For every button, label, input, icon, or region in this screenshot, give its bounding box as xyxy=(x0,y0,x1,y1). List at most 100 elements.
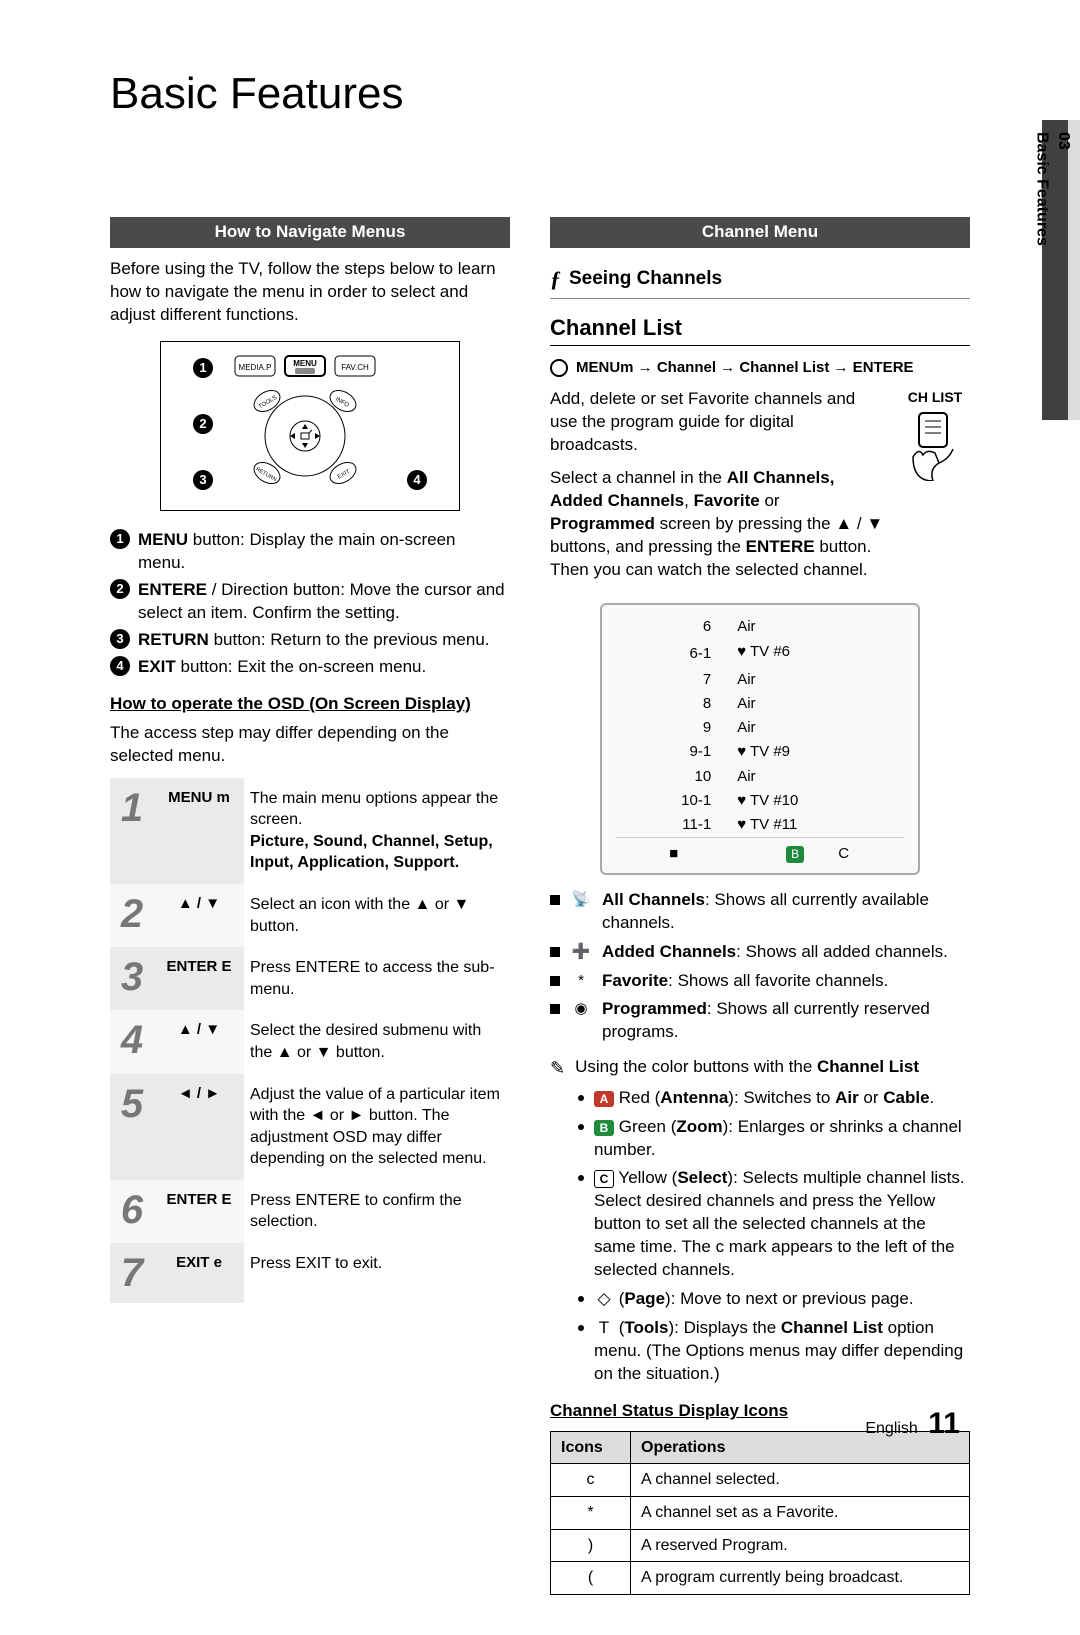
ch-num: 6 xyxy=(616,615,731,639)
diagram-num-1: 1 xyxy=(193,358,213,378)
icons-th-a: Icons xyxy=(551,1431,631,1464)
ch-num: 10 xyxy=(616,765,731,789)
ch-num: 9 xyxy=(616,716,731,740)
osd-step-desc: Press ENTERE to confirm the selection. xyxy=(244,1180,510,1243)
ch-name: ♥ TV #11 xyxy=(731,813,904,838)
osd-heading: How to operate the OSD (On Screen Displa… xyxy=(110,693,510,716)
diagram-num-3: 3 xyxy=(193,470,213,490)
view-text: Favorite: Shows all favorite channels. xyxy=(602,970,970,993)
ch-name: ♥ TV #9 xyxy=(731,740,904,764)
channel-desc-2: Select a channel in the All Channels, Ad… xyxy=(550,467,886,582)
ch-name: Air xyxy=(731,716,904,740)
bullet-dot xyxy=(578,1095,584,1101)
color-btn-text: C Yellow (Select): Selects multiple chan… xyxy=(594,1167,970,1282)
page-title: Basic Features xyxy=(0,0,1080,123)
view-icon: ➕ xyxy=(570,942,592,962)
channel-table-preview: 6Air6-1♥ TV #67Air8Air9Air9-1♥ TV #910Ai… xyxy=(600,603,920,874)
view-icon: 📡 xyxy=(570,890,592,910)
op-cell: A channel set as a Favorite. xyxy=(631,1497,970,1530)
op-cell: A reserved Program. xyxy=(631,1529,970,1562)
menu-path: MENUm → Channel → Channel List → ENTERE xyxy=(550,358,970,378)
note-icon: ✎ xyxy=(550,1056,565,1080)
ch-name: Air xyxy=(731,692,904,716)
icon-cell: c xyxy=(551,1464,631,1497)
bullet-icon xyxy=(550,976,560,986)
view-icon: * xyxy=(570,971,592,991)
svg-text:MEDIA.P: MEDIA.P xyxy=(239,363,272,372)
view-text: Programmed: Shows all currently reserved… xyxy=(602,998,970,1044)
view-icon: ◉ xyxy=(570,999,592,1019)
op-cell: A channel selected. xyxy=(631,1464,970,1497)
status-icons-table: Icons Operations cA channel selected.*A … xyxy=(550,1431,970,1595)
osd-step-key: ▲ / ▼ xyxy=(154,1010,244,1073)
osd-step-desc: Press EXIT to exit. xyxy=(244,1243,510,1303)
op-cell: A program currently being broadcast. xyxy=(631,1562,970,1595)
numbered-item: 1MENU button: Display the main on-screen… xyxy=(110,529,510,575)
color-btn-text: A Red (Antenna): Switches to Air or Cabl… xyxy=(594,1087,934,1110)
icon-cell: * xyxy=(551,1497,631,1530)
chlist-button-icon: CH LIST xyxy=(900,388,970,481)
osd-step-num: 3 xyxy=(110,947,154,1010)
remote-diagram: 1 2 3 4 MEDIA.P MENU FAV.CH TOOLS xyxy=(160,341,460,511)
remote-svg: MEDIA.P MENU FAV.CH TOOLS INFO RETURN xyxy=(225,351,395,501)
numbered-item: 2ENTERE / Direction button: Move the cur… xyxy=(110,579,510,625)
icon-cell: ) xyxy=(551,1529,631,1562)
right-section-bar: Channel Menu xyxy=(550,217,970,248)
color-btn-text: ◇ (Page): Move to next or previous page. xyxy=(594,1288,914,1311)
osd-step-key: MENU m xyxy=(154,778,244,884)
numbered-button-list: 1MENU button: Display the main on-screen… xyxy=(110,529,510,679)
ch-num: 10-1 xyxy=(616,789,731,813)
bullet-dot xyxy=(578,1175,584,1181)
osd-step-desc: Select the desired submenu with the ▲ or… xyxy=(244,1010,510,1073)
osd-step-desc: Adjust the value of a particular item wi… xyxy=(244,1074,510,1180)
bullet-dot xyxy=(578,1124,584,1130)
osd-step-key: ◄ / ► xyxy=(154,1074,244,1180)
left-section-bar: How to Navigate Menus xyxy=(110,217,510,248)
osd-step-num: 4 xyxy=(110,1010,154,1073)
osd-step-key: ENTER E xyxy=(154,1180,244,1243)
ch-name: ♥ TV #10 xyxy=(731,789,904,813)
page-footer: English 11 xyxy=(865,1404,960,1445)
menu-icon xyxy=(550,359,568,377)
osd-step-key: ▲ / ▼ xyxy=(154,884,244,947)
icon-cell: ( xyxy=(551,1562,631,1595)
osd-step-desc: Select an icon with the ▲ or ▼ button. xyxy=(244,884,510,947)
seeing-channels-heading: ƒ Seeing Channels xyxy=(550,264,970,294)
view-text: Added Channels: Shows all added channels… xyxy=(602,941,970,964)
osd-step-key: EXIT e xyxy=(154,1243,244,1303)
channel-desc-1: Add, delete or set Favorite channels and… xyxy=(550,388,886,457)
osd-step-num: 1 xyxy=(110,778,154,884)
view-text: All Channels: Shows all currently availa… xyxy=(602,889,970,935)
color-btn-text: T (Tools): Displays the Channel List opt… xyxy=(594,1317,970,1386)
svg-text:MENU: MENU xyxy=(293,359,317,368)
osd-step-desc: Press ENTERE to access the sub-menu. xyxy=(244,947,510,1010)
bullet-icon xyxy=(550,947,560,957)
color-buttons-note: ✎ Using the color buttons with the Chann… xyxy=(550,1056,970,1080)
ch-name: Air xyxy=(731,668,904,692)
osd-step-num: 6 xyxy=(110,1180,154,1243)
ch-name: Air xyxy=(731,615,904,639)
diagram-num-4: 4 xyxy=(407,470,427,490)
svg-text:FAV.CH: FAV.CH xyxy=(341,363,369,372)
channel-list-heading: Channel List xyxy=(550,313,970,343)
numbered-item: 3RETURN button: Return to the previous m… xyxy=(110,629,510,652)
views-list: 📡 All Channels: Shows all currently avai… xyxy=(550,889,970,1045)
bullet-dot xyxy=(578,1296,584,1302)
bullet-icon xyxy=(550,1004,560,1014)
osd-table: 1 MENU m The main menu options appear th… xyxy=(110,778,510,1304)
osd-step-num: 7 xyxy=(110,1243,154,1303)
osd-step-num: 5 xyxy=(110,1074,154,1180)
diagram-num-2: 2 xyxy=(193,414,213,434)
numbered-item: 4EXIT button: Exit the on-screen menu. xyxy=(110,656,510,679)
bullet-icon xyxy=(550,895,560,905)
ch-num: 6-1 xyxy=(616,640,731,668)
intro-text: Before using the TV, follow the steps be… xyxy=(110,258,510,327)
color-btn-text: B Green (Zoom): Enlarges or shrinks a ch… xyxy=(594,1116,970,1162)
osd-step-num: 2 xyxy=(110,884,154,947)
ch-num: 11-1 xyxy=(616,813,731,838)
ch-name: Air xyxy=(731,765,904,789)
ch-num: 8 xyxy=(616,692,731,716)
color-buttons-list: A Red (Antenna): Switches to Air or Cabl… xyxy=(550,1087,970,1386)
osd-note: The access step may differ depending on … xyxy=(110,722,510,768)
osd-step-desc: The main menu options appear the screen.… xyxy=(244,778,510,884)
